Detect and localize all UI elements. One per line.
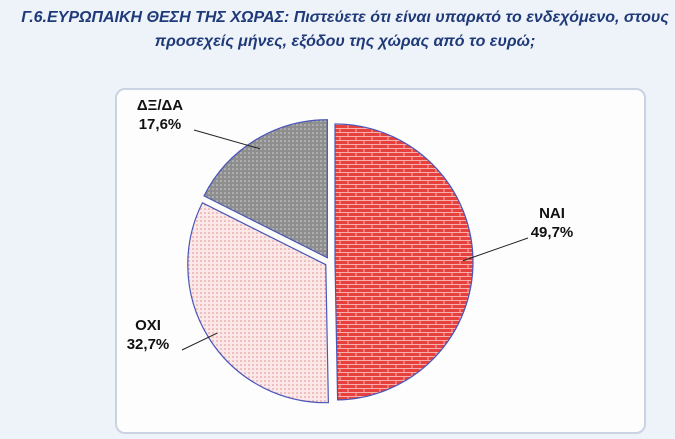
category-label: ΝΑΙ [539, 205, 565, 222]
category-label: ΟΧΙ [135, 317, 161, 334]
pie-slice [203, 119, 328, 259]
leader-line [181, 332, 218, 351]
chart-title: Γ.6.ΕΥΡΩΠΑΙΚΗ ΘΕΣΗ ΤΗΣ ΧΩΡΑΣ: Πιστεύετε … [21, 9, 669, 50]
value-label: 49,7% [531, 224, 574, 241]
pie-slice [334, 123, 474, 401]
leader-line [462, 237, 529, 262]
pie-slice [187, 201, 329, 404]
value-label: 32,7% [127, 336, 170, 353]
value-label: 17,6% [139, 116, 182, 133]
category-label: ΔΞ/ΔΑ [137, 97, 183, 114]
leader-line [193, 129, 261, 150]
